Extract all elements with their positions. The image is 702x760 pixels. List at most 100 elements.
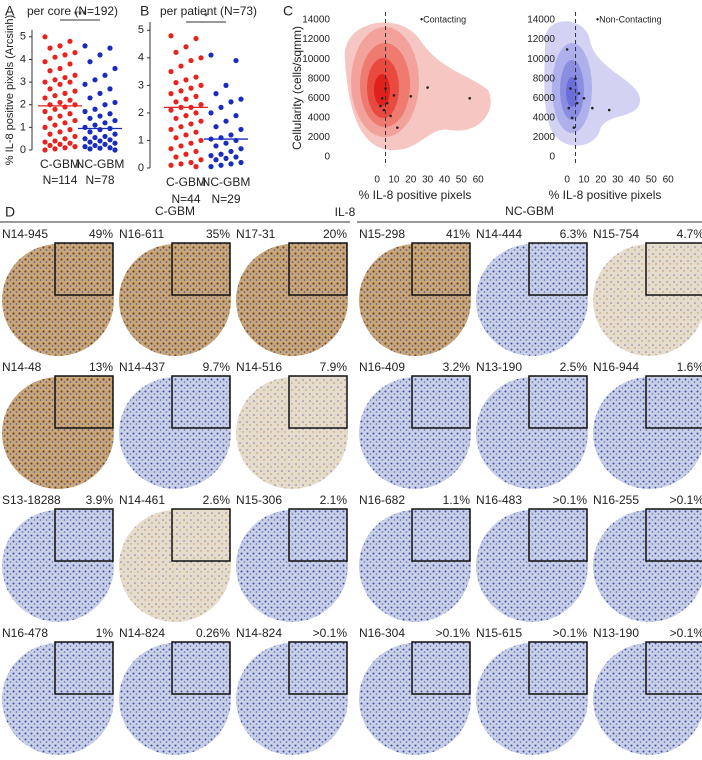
inset: [411, 508, 471, 562]
data-point: [233, 57, 239, 64]
data-point: [213, 124, 219, 130]
ihc-percent: 3.9%: [86, 493, 114, 507]
data-point: [112, 117, 118, 124]
inset: [645, 641, 702, 695]
group-label: NC-GBM: [76, 157, 125, 171]
data-point: [218, 104, 224, 110]
sample-id: N14-824: [119, 626, 165, 640]
data-point: [168, 126, 174, 133]
x-tick-label: 40: [629, 175, 641, 186]
data-point: [112, 147, 118, 153]
data-point: [213, 91, 219, 97]
data-point: [238, 126, 244, 133]
data-point: [62, 120, 68, 126]
data-point: [238, 159, 244, 166]
data-point: [173, 49, 179, 55]
sample-id: N14-461: [119, 493, 165, 507]
data-point: [173, 135, 179, 141]
group-label: C-GBM: [166, 175, 206, 189]
data-point: [396, 126, 399, 129]
data-point: [97, 52, 103, 58]
panel-title: per patient (N=73): [160, 4, 257, 18]
data-point: [47, 86, 53, 92]
data-point: [178, 63, 184, 69]
stain-label: IL-8: [335, 205, 356, 219]
data-point: [567, 106, 571, 110]
data-point: [574, 77, 577, 81]
data-point: [582, 96, 586, 100]
sample-id: N16-409: [359, 360, 405, 374]
inset: [528, 508, 588, 562]
sample-id: N13-190: [593, 626, 639, 640]
data-point: [47, 142, 53, 149]
group-n: N=44: [171, 192, 200, 206]
sample-id: N16-944: [593, 360, 639, 374]
data-point: [198, 157, 204, 163]
panel-letter: D: [5, 204, 15, 220]
data-point: [173, 99, 179, 105]
data-point: [426, 86, 429, 89]
ihc-percent: >0.1%: [436, 626, 471, 640]
data-point: [565, 48, 569, 51]
data-point: [112, 65, 118, 72]
sample-id: N16-682: [359, 493, 405, 507]
y-tick-label: 2000: [533, 132, 556, 143]
data-point: [188, 140, 194, 146]
data-point: [47, 115, 53, 121]
data-point: [572, 126, 576, 129]
panel-letter: A: [5, 3, 15, 19]
sample-id: N15-298: [359, 227, 405, 241]
data-point: [82, 108, 88, 115]
y-tick-label: 0: [20, 144, 26, 156]
data-point: [72, 72, 78, 78]
data-point: [168, 91, 174, 97]
ihc-percent: 41%: [446, 227, 470, 241]
data-point: [188, 121, 194, 127]
sample-id: N16-483: [476, 493, 522, 507]
data-point: [208, 52, 214, 58]
data-point: [107, 45, 113, 51]
x-tick-label: 0: [374, 175, 380, 186]
x-tick-label: 50: [646, 175, 658, 186]
ihc-percent: 20%: [323, 227, 347, 241]
data-point: [67, 140, 73, 146]
data-point: [67, 111, 73, 117]
data-point: [208, 110, 214, 116]
data-point: [607, 108, 611, 112]
data-point: [193, 74, 199, 80]
data-point: [87, 95, 93, 101]
data-point: [62, 74, 68, 81]
data-point: [57, 81, 63, 87]
data-point: [67, 127, 73, 133]
data-point: [198, 118, 204, 124]
data-point: [183, 96, 189, 102]
inset: [645, 242, 702, 296]
data-point: [62, 145, 68, 151]
data-point: [223, 82, 229, 88]
data-point: [42, 95, 48, 101]
density-contours-right: [544, 21, 640, 146]
data-point: [183, 151, 189, 157]
ihc-percent: 7.9%: [320, 360, 348, 374]
inset: [645, 375, 702, 429]
data-point: [67, 79, 73, 85]
y-tick-label: 3: [20, 76, 26, 88]
y-tick-label: 14000: [302, 15, 330, 26]
data-point: [62, 104, 68, 110]
data-point: [193, 164, 199, 170]
y-tick-label: 0: [549, 152, 555, 163]
data-point: [233, 154, 239, 160]
group-n: N=78: [85, 173, 114, 187]
data-point: [409, 95, 413, 98]
x-tick-label: 10: [578, 175, 590, 186]
data-point: [389, 114, 392, 118]
x-tick-label: 20: [595, 175, 607, 186]
y-tick-label: 0: [138, 162, 144, 174]
sample-id: N15-754: [593, 227, 639, 241]
data-point: [62, 136, 68, 142]
group-n: N=29: [211, 192, 240, 206]
sample-id: N14-824: [236, 626, 282, 640]
data-point: [173, 115, 179, 122]
data-point: [57, 141, 63, 147]
inset: [411, 641, 471, 695]
